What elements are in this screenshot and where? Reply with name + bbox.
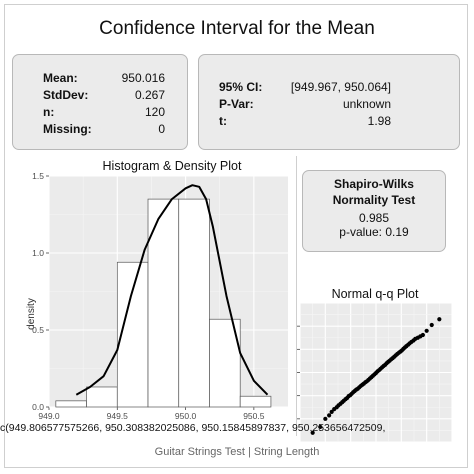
page-title: Confidence Interval for the Mean (99, 18, 375, 39)
qq-point (429, 322, 434, 328)
shapiro-wilks-panel: Shapiro-Wilks Normality Test 0.985 p-val… (302, 170, 446, 252)
pvar-label: P-Var: (219, 97, 254, 111)
hist-y-tick-label: 1.5 (32, 171, 44, 181)
mean-value: 950.016 (121, 71, 165, 85)
ci-value: [949.967, 950.064] (290, 80, 391, 94)
t-label: t: (219, 114, 227, 128)
hist-y-tick-label: 0.0 (32, 402, 44, 412)
histogram-bar (147, 198, 180, 408)
qq-point (327, 413, 332, 418)
histogram-bar (239, 395, 272, 408)
qq-point (310, 430, 315, 435)
hist-x-tick-label: 949.0 (38, 411, 60, 421)
histogram-bar (116, 261, 149, 408)
histogram-title: Histogram & Density Plot (103, 159, 242, 173)
overflow-data-text: c(949.806577575266, 950.308382025086, 95… (0, 422, 386, 434)
n-value: 120 (144, 105, 165, 119)
qq-title: Normal q-q Plot (332, 287, 419, 301)
stddev-value: 0.267 (134, 88, 165, 102)
plot-frame (4, 4, 468, 468)
stddev-label: StdDev: (43, 88, 89, 102)
histogram-bar (178, 198, 210, 408)
qq-point (318, 424, 323, 430)
shapiro-title-line1: Shapiro-Wilks (334, 177, 414, 191)
panel-divider (296, 156, 297, 436)
density-curve (75, 184, 269, 396)
t-value: 1.98 (367, 114, 391, 128)
qq-point (424, 328, 429, 333)
shapiro-statistic: 0.985 (358, 211, 390, 225)
hist-x-tick-label: 950.0 (175, 411, 197, 421)
shapiro-title-line2: Normality Test (332, 193, 416, 207)
summary-stats-panel: Mean: 950.016 StdDev: 0.267 n: 120 Missi… (12, 54, 188, 150)
shapiro-pvalue: p-value: 0.19 (339, 225, 409, 239)
pvar-value: unknown (342, 97, 391, 111)
qq-point (437, 317, 442, 322)
hist-x-tick-label: 949.5 (107, 411, 129, 421)
qq-point (323, 416, 328, 421)
qq-point (329, 409, 334, 414)
hist-y-tick-label: 0.5 (32, 325, 44, 335)
n-label: n: (43, 105, 55, 119)
histogram-ylabel: density (26, 298, 37, 330)
missing-label: Missing: (43, 122, 92, 136)
hist-y-tick-label: 1.0 (32, 248, 44, 258)
chart-caption: Guitar Strings Test | String Length (154, 446, 320, 458)
confidence-interval-panel: 95% CI: [949.967, 950.064] P-Var: unknow… (198, 54, 460, 150)
missing-value: 0 (158, 122, 165, 136)
ci-label: 95% CI: (219, 80, 263, 94)
hist-x-tick-label: 950.5 (243, 411, 265, 421)
mean-label: Mean: (43, 71, 78, 85)
qq-point (420, 332, 425, 338)
